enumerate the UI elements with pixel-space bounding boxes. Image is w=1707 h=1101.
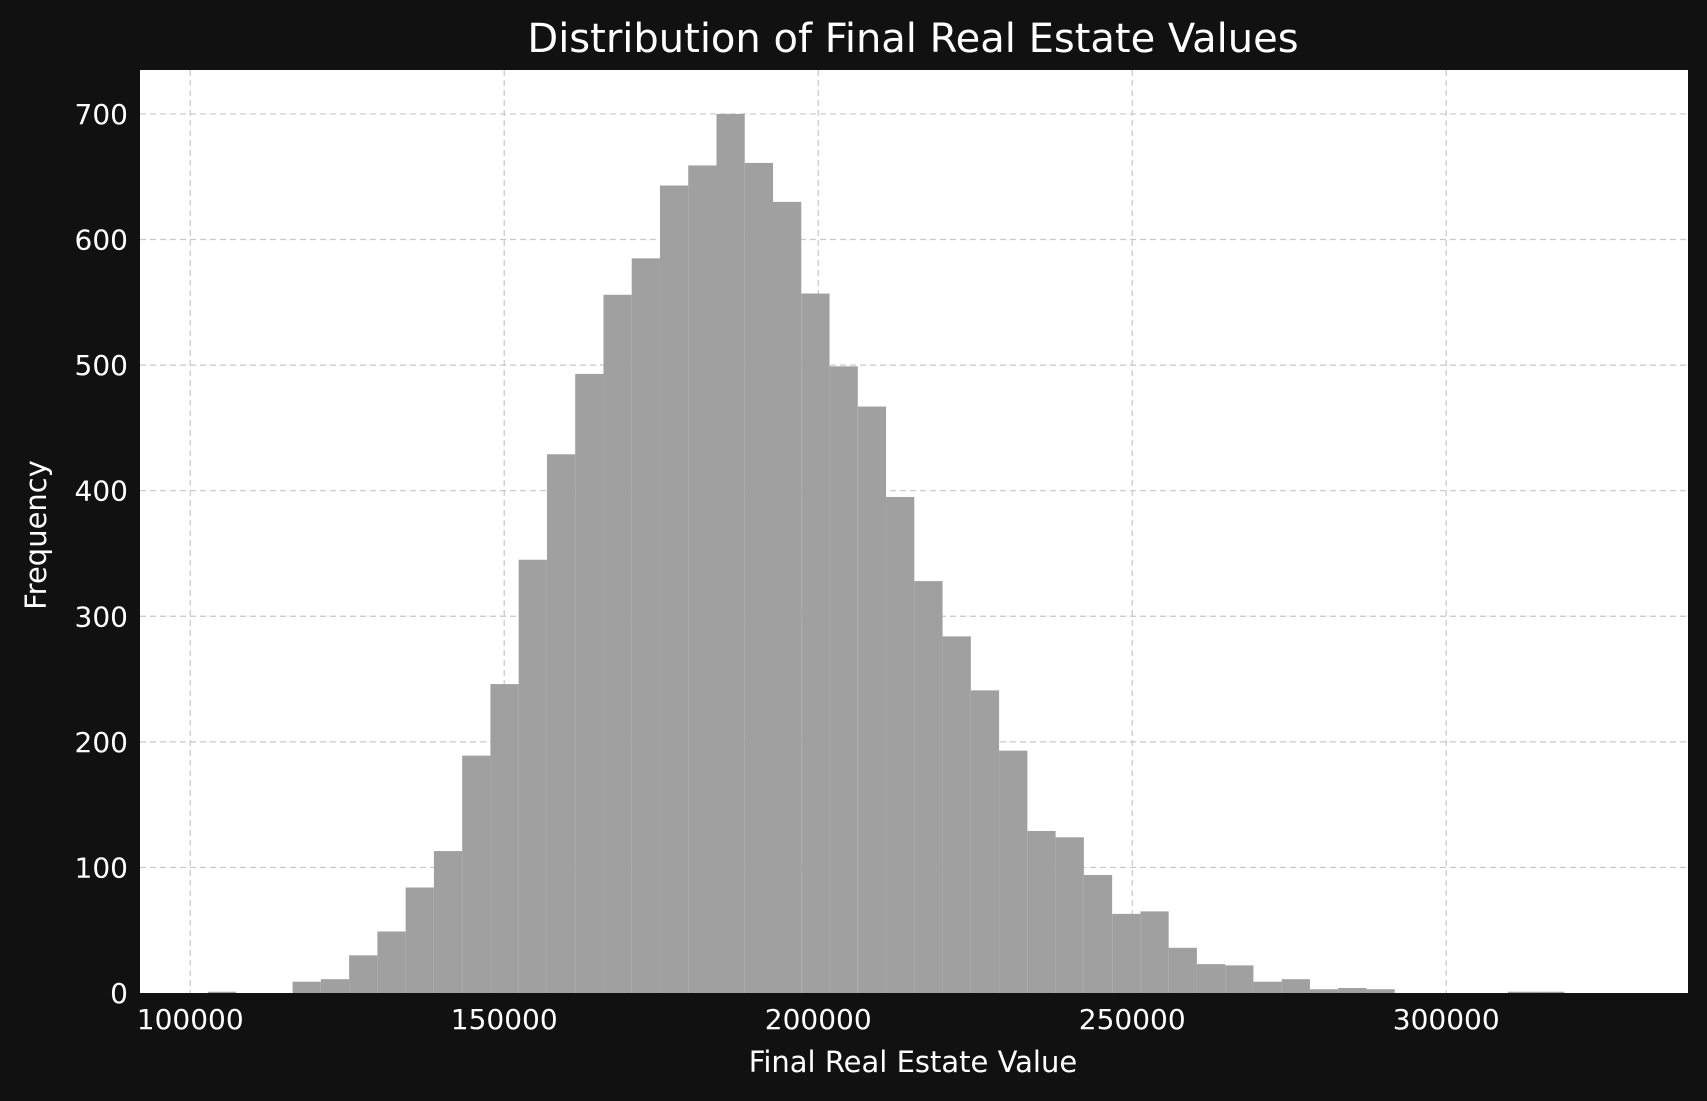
- histogram-bar: [716, 113, 745, 993]
- histogram-bar: [659, 185, 689, 993]
- histogram-bar: [490, 684, 519, 993]
- histogram-bar: [773, 201, 802, 993]
- histogram-bar: [1168, 947, 1197, 993]
- chart-title: Distribution of Final Real Estate Values: [527, 16, 1298, 62]
- histogram-bar: [292, 981, 321, 993]
- y-tick-label: 700: [75, 98, 128, 131]
- histogram-bar: [688, 165, 717, 993]
- y-tick-label: 100: [75, 851, 128, 884]
- histogram-bar: [1027, 831, 1056, 993]
- histogram-bar: [462, 755, 491, 993]
- histogram-bar: [603, 294, 632, 993]
- histogram-bar: [914, 581, 943, 993]
- x-axis-label: Final Real Estate Value: [749, 1045, 1077, 1079]
- histogram-bar: [1055, 837, 1084, 993]
- histogram-bar: [801, 293, 830, 993]
- histogram-bar: [857, 406, 887, 993]
- y-tick-label: 0: [110, 977, 128, 1010]
- histogram-bar: [1366, 989, 1395, 993]
- x-tick-label: 300000: [1393, 1003, 1500, 1036]
- y-tick-label: 400: [75, 475, 128, 508]
- y-tick-label: 200: [75, 726, 128, 759]
- histogram-bar: [207, 991, 237, 993]
- histogram-bar: [1253, 981, 1282, 993]
- x-tick-label: 200000: [765, 1003, 872, 1036]
- y-tick-labels: 0 100 200 300 400 500 600 700: [75, 98, 128, 1010]
- histogram-bar: [942, 636, 971, 993]
- histogram-bar: [1536, 991, 1565, 993]
- histogram-bar: [631, 258, 660, 994]
- histogram-bar: [1338, 987, 1367, 993]
- histogram-bar: [744, 162, 774, 994]
- histogram-bar: [886, 496, 915, 993]
- histogram-bar: [1225, 965, 1254, 993]
- histogram-bar: [1309, 989, 1339, 993]
- histogram-bar: [518, 559, 547, 993]
- y-tick-label: 300: [75, 600, 128, 633]
- x-tick-label: 100000: [137, 1003, 244, 1036]
- histogram-bar: [999, 750, 1028, 993]
- histogram-bar: [1083, 874, 1113, 993]
- x-tick-label: 250000: [1079, 1003, 1186, 1036]
- histogram-bar: [970, 690, 1000, 993]
- histogram-bar: [405, 887, 434, 993]
- x-tick-labels: 100000 150000 200000 250000 300000: [137, 1003, 1500, 1036]
- histogram-bar: [1196, 964, 1226, 993]
- histogram-bar: [1281, 979, 1310, 993]
- histogram-bar: [349, 955, 378, 993]
- x-tick-label: 150000: [451, 1003, 558, 1036]
- histogram-bar: [575, 373, 604, 994]
- histogram-bar: [546, 454, 576, 993]
- histogram-bar: [1112, 913, 1141, 993]
- histogram-bar: [1507, 991, 1537, 993]
- y-tick-label: 600: [75, 224, 128, 257]
- bars-layer: [207, 113, 1565, 994]
- histogram-bar: [1140, 911, 1169, 993]
- histogram-bar: [377, 931, 406, 993]
- y-tick-label: 500: [75, 349, 128, 382]
- y-axis-label: Frequency: [19, 460, 53, 610]
- histogram-bar: [320, 979, 350, 993]
- histogram-bar: [433, 851, 463, 993]
- histogram-bar: [829, 366, 858, 993]
